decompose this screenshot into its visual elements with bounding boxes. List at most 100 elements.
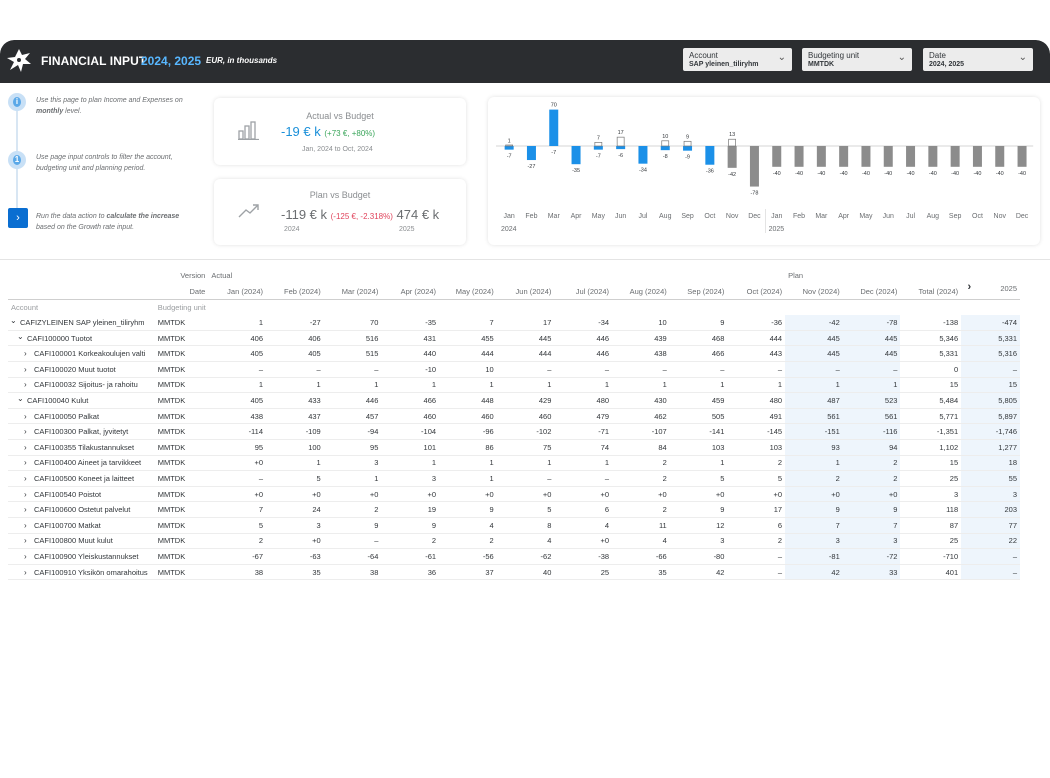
value-cell[interactable]: 445 [842,330,901,347]
value-cell[interactable]: 118 [900,501,962,518]
value-cell[interactable]: +0 [842,486,901,503]
value-cell[interactable]: 2 [842,455,901,472]
value-cell[interactable]: 3 [961,486,1020,503]
value-cell[interactable]: 5,484 [900,392,962,409]
table-row[interactable]: › CAFI100700 Matkat MMTDK 5 3 9 9 4 8 4 11 12 6 7 7 87 7… [8,517,1020,534]
table-row[interactable]: › CAFI100020 Muut tuotot MMTDK – – – -10 10– – – –… [8,361,1020,378]
chevron-right-icon[interactable]: › [24,411,27,421]
chevron-right-icon[interactable]: › [24,567,27,577]
value-cell[interactable]: 94 [842,439,901,456]
value-cell[interactable]: 18 [961,455,1020,472]
table-row[interactable]: ⌄ CAFI100000 Tuotot MMTDK 406 406 516 431 455 44… [8,330,1020,347]
value-cell[interactable]: 5,897 [961,408,1020,425]
value-cell[interactable]: 2 [842,470,901,487]
chevron-right-icon[interactable]: › [24,349,27,359]
value-cell[interactable]: 561 [785,408,843,425]
chevron-down-icon[interactable]: ⌄ [17,394,24,404]
table-row[interactable]: › CAFI100800 Muut kulut MMTDK 2 +0–2 2 4 +0 4 3 2 3… [8,533,1020,550]
value-cell[interactable]: 487 [785,392,843,409]
value-cell[interactable]: 7 [785,517,843,534]
chevron-right-icon[interactable]: › [24,505,27,515]
value-cell[interactable]: 445 [785,330,843,347]
table-row[interactable]: ⌄ CAFIZYLEINEN SAP yleinen_tiliryhm MMTDK 1… [8,314,1020,331]
budgeting-unit-filter[interactable]: Budgeting unit MMTDK ⌄ [802,48,912,71]
value-cell[interactable]: 87 [900,517,962,534]
table-row[interactable]: › CAFI100001 Korkeakoulujen valti MMTDK 405… [8,345,1020,363]
chevron-right-icon[interactable]: › [24,489,27,499]
table-row[interactable]: › CAFI100050 Palkat MMTDK 438 437 457 460 460 46… [8,408,1020,425]
chevron-down-icon[interactable]: ⌄ [17,331,24,341]
value-cell[interactable]: 15 [900,377,962,394]
value-cell[interactable]: 1,102 [900,439,962,456]
value-cell[interactable]: -138 [900,314,962,331]
value-cell[interactable]: 561 [842,408,901,425]
chevron-right-icon[interactable]: › [24,442,27,452]
value-cell[interactable]: 1 [842,377,901,394]
chevron-right-icon[interactable]: › [24,551,27,561]
table-row[interactable]: › CAFI100032 Sijoitus- ja rahoitu MMTDK 1 1 1… [8,377,1020,394]
value-cell[interactable]: 7 [842,517,901,534]
value-cell[interactable]: -151 [785,423,843,441]
value-cell[interactable]: +0 [785,486,843,503]
value-cell[interactable]: 401 [900,564,962,581]
account-filter[interactable]: Account SAP yleinen_tiliryhm ⌄ [683,48,792,71]
value-cell[interactable]: 445 [785,345,843,363]
value-cell[interactable]: -710 [900,548,962,565]
value-cell[interactable]: 77 [961,517,1020,534]
value-cell[interactable]: – [961,361,1020,378]
run-data-action-button[interactable]: › [8,208,28,228]
value-cell[interactable]: – [785,361,843,378]
value-cell[interactable]: – [961,548,1020,565]
value-cell[interactable]: 15 [961,377,1020,394]
column-header[interactable]: 2025 [961,283,1020,300]
table-row[interactable]: › CAFI100400 Aineet ja tarvikkeet MMTDK +0 1… [8,455,1020,472]
value-cell[interactable]: 1 [785,377,843,394]
value-cell[interactable]: 0 [900,361,962,378]
value-cell[interactable]: 25 [900,533,962,550]
value-cell[interactable]: 9 [785,501,843,518]
chevron-right-icon[interactable]: › [24,536,27,546]
table-row[interactable]: › CAFI100900 Yleiskustannukset MMTDK -67 -63… [8,548,1020,565]
chevron-right-icon[interactable]: › [24,427,27,437]
table-row[interactable]: › CAFI100540 Poistot MMTDK +0 +0 +0 +0 +0 +0 +0 +0… [8,486,1020,503]
value-cell[interactable]: -116 [842,423,901,441]
chevron-right-icon[interactable]: › [24,380,27,390]
value-cell[interactable]: -78 [842,314,901,331]
value-cell[interactable]: 3 [785,533,843,550]
value-cell[interactable]: 9 [842,501,901,518]
value-cell[interactable]: 203 [961,501,1020,518]
value-cell[interactable]: 445 [842,345,901,363]
table-row[interactable]: › CAFI100300 Palkat, jyvitetyt MMTDK -114 -1… [8,423,1020,441]
value-cell[interactable]: 5,331 [961,330,1020,347]
value-cell[interactable]: 523 [842,392,901,409]
value-cell[interactable]: -81 [785,548,843,565]
value-cell[interactable]: 1 [785,455,843,472]
chevron-right-icon[interactable]: › [24,520,27,530]
value-cell[interactable]: 55 [961,470,1020,487]
chevron-right-icon[interactable]: › [24,364,27,374]
value-cell[interactable]: 5,771 [900,408,962,425]
value-cell[interactable]: 25 [900,470,962,487]
value-cell[interactable]: – [842,361,901,378]
value-cell[interactable]: 5,346 [900,330,962,347]
date-filter[interactable]: Date 2024, 2025 ⌄ [923,48,1033,71]
value-cell[interactable]: 22 [961,533,1020,550]
value-cell[interactable]: – [961,564,1020,581]
value-cell[interactable]: 3 [900,486,962,503]
value-cell[interactable]: -42 [785,314,843,331]
chevron-right-icon[interactable]: › [24,474,27,484]
value-cell[interactable]: 42 [785,564,843,581]
chevron-right-icon[interactable]: › [24,458,27,468]
value-cell[interactable]: -474 [961,314,1020,331]
table-row[interactable]: ⌄ CAFI100040 Kulut MMTDK 405 433 446 466 448 429… [8,392,1020,409]
value-cell[interactable]: 1,277 [961,439,1020,456]
value-cell[interactable]: -1,746 [961,423,1020,441]
value-cell[interactable]: 93 [785,439,843,456]
value-cell[interactable]: 5,331 [900,345,962,363]
table-row[interactable]: › CAFI100910 Yksikön omarahoitus MMTDK 38 35… [8,564,1020,581]
expand-columns-icon[interactable]: › [967,280,972,293]
table-row[interactable]: › CAFI100600 Ostetut palvelut MMTDK 7 24 2 19 9… [8,501,1020,518]
value-cell[interactable]: -72 [842,548,901,565]
value-cell[interactable]: 15 [900,455,962,472]
table-row[interactable]: › CAFI100355 Tilakustannukset MMTDK 95 100 95… [8,439,1020,456]
